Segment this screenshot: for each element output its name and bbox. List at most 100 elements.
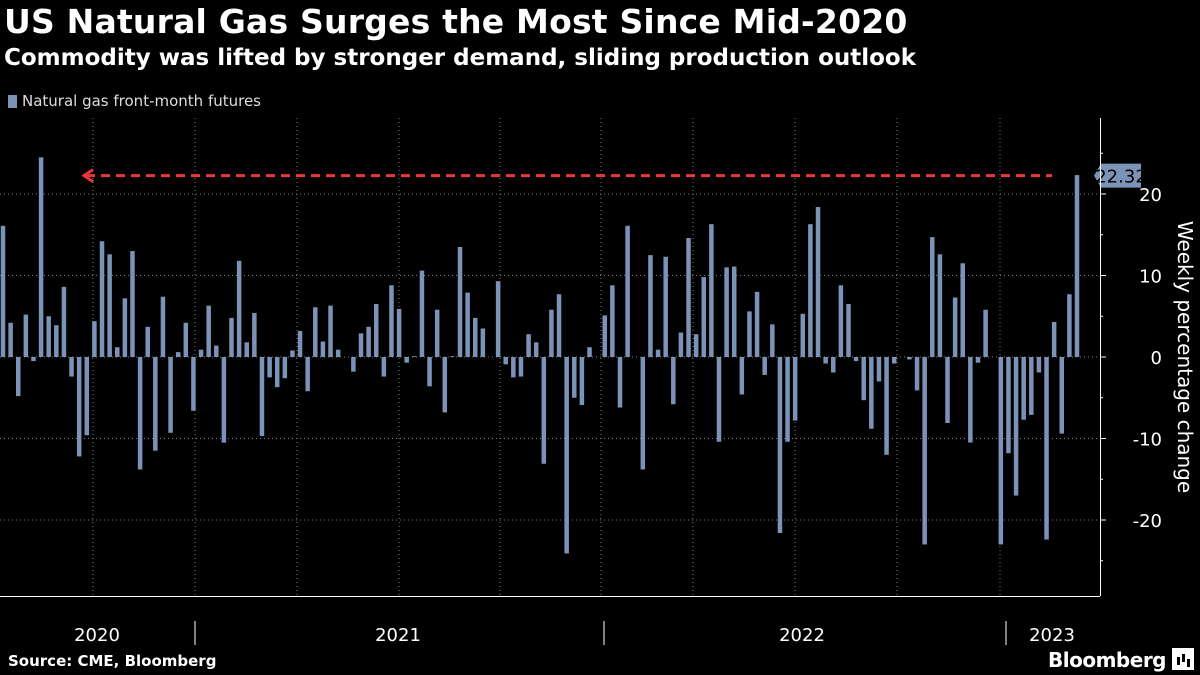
bar xyxy=(160,296,166,357)
bar xyxy=(968,357,973,443)
bar xyxy=(754,291,760,357)
legend-label: Natural gas front-month futures xyxy=(22,92,261,110)
axis-layer: 20 10 0 -10 -20 2020 2021 2022 2023 xyxy=(0,118,1162,646)
x-year-label: 2021 xyxy=(375,625,421,646)
bar xyxy=(404,357,409,363)
bar xyxy=(922,357,927,545)
bar xyxy=(373,304,379,357)
y-tick-label: -20 xyxy=(1133,511,1162,532)
bar xyxy=(747,311,752,357)
bar xyxy=(115,347,120,357)
bar xyxy=(952,297,958,357)
bar xyxy=(419,270,425,357)
bar xyxy=(221,357,227,443)
bar xyxy=(130,251,135,357)
bar xyxy=(808,224,813,357)
chart-title: US Natural Gas Surges the Most Since Mid… xyxy=(4,2,908,41)
bar xyxy=(526,334,531,357)
annotation-value-label: 22.32 xyxy=(1095,167,1147,188)
bar xyxy=(23,314,29,357)
bar xyxy=(511,357,516,378)
y-tick-label: 10 xyxy=(1139,267,1162,288)
bar xyxy=(937,254,943,357)
bar xyxy=(655,349,661,357)
bar xyxy=(381,357,387,377)
bar xyxy=(831,357,836,373)
annotation-label-box xyxy=(1094,163,1141,188)
bar xyxy=(1044,357,1049,540)
bar xyxy=(975,357,981,363)
bar xyxy=(214,345,219,357)
bar xyxy=(206,305,211,357)
bar xyxy=(739,357,745,395)
bar xyxy=(838,285,844,357)
bar xyxy=(1074,175,1080,357)
bar xyxy=(122,298,128,357)
bar xyxy=(556,294,562,357)
bar xyxy=(259,357,265,437)
bar xyxy=(518,357,524,377)
bar xyxy=(92,321,97,357)
bar xyxy=(602,315,607,357)
bar xyxy=(320,341,326,357)
bar xyxy=(442,357,448,413)
bar xyxy=(434,309,440,357)
bar xyxy=(998,357,1004,545)
bar xyxy=(1006,357,1011,454)
bar xyxy=(701,277,707,357)
bar xyxy=(579,357,585,406)
bar xyxy=(0,225,6,357)
bar xyxy=(861,357,866,401)
bar xyxy=(853,357,859,362)
bar xyxy=(480,328,486,357)
y-tick-label: 0 xyxy=(1151,348,1162,369)
bar xyxy=(610,285,615,357)
bar xyxy=(46,316,51,357)
bar xyxy=(252,312,257,357)
bar xyxy=(648,255,653,358)
bar xyxy=(335,349,341,357)
legend-swatch xyxy=(8,94,17,108)
bar-layer xyxy=(0,157,1080,554)
bar xyxy=(716,357,722,442)
bar xyxy=(731,266,737,357)
bar xyxy=(427,357,432,387)
bar xyxy=(69,357,74,377)
bar xyxy=(709,224,714,357)
annotation-layer: 22.32 xyxy=(81,163,1147,188)
bar xyxy=(76,357,82,457)
bar xyxy=(1013,357,1019,496)
chart-subtitle: Commodity was lifted by stronger demand,… xyxy=(4,45,917,71)
bar xyxy=(945,357,950,424)
bar xyxy=(229,317,234,357)
bar xyxy=(770,324,775,357)
bar xyxy=(587,347,592,357)
bar xyxy=(84,357,90,436)
bar xyxy=(846,304,851,357)
bar xyxy=(785,357,790,442)
bar xyxy=(450,356,455,357)
bar xyxy=(930,237,935,357)
bar xyxy=(351,357,356,372)
bar xyxy=(99,241,105,357)
bar xyxy=(396,308,402,357)
bar xyxy=(495,281,501,357)
bar xyxy=(38,157,44,357)
bar xyxy=(907,357,912,360)
bar xyxy=(54,325,59,357)
source-note: Source: CME, Bloomberg xyxy=(8,652,217,670)
bloomberg-logo: Bloomberg xyxy=(1048,648,1166,672)
bar xyxy=(175,352,181,357)
bar xyxy=(305,357,310,392)
bar xyxy=(313,307,318,357)
bar xyxy=(31,357,36,362)
bar xyxy=(244,342,249,357)
bar xyxy=(617,357,623,408)
bar xyxy=(983,309,988,357)
bar xyxy=(107,254,112,357)
bar xyxy=(686,238,691,357)
bar xyxy=(61,286,67,357)
bar xyxy=(191,357,196,411)
bar xyxy=(724,267,729,357)
